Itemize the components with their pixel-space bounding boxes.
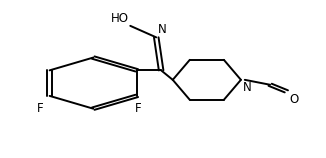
Text: F: F xyxy=(37,103,43,115)
Text: HO: HO xyxy=(111,12,129,25)
Text: O: O xyxy=(289,93,299,106)
Text: N: N xyxy=(158,23,167,36)
Text: N: N xyxy=(243,82,251,94)
Text: F: F xyxy=(135,103,142,115)
